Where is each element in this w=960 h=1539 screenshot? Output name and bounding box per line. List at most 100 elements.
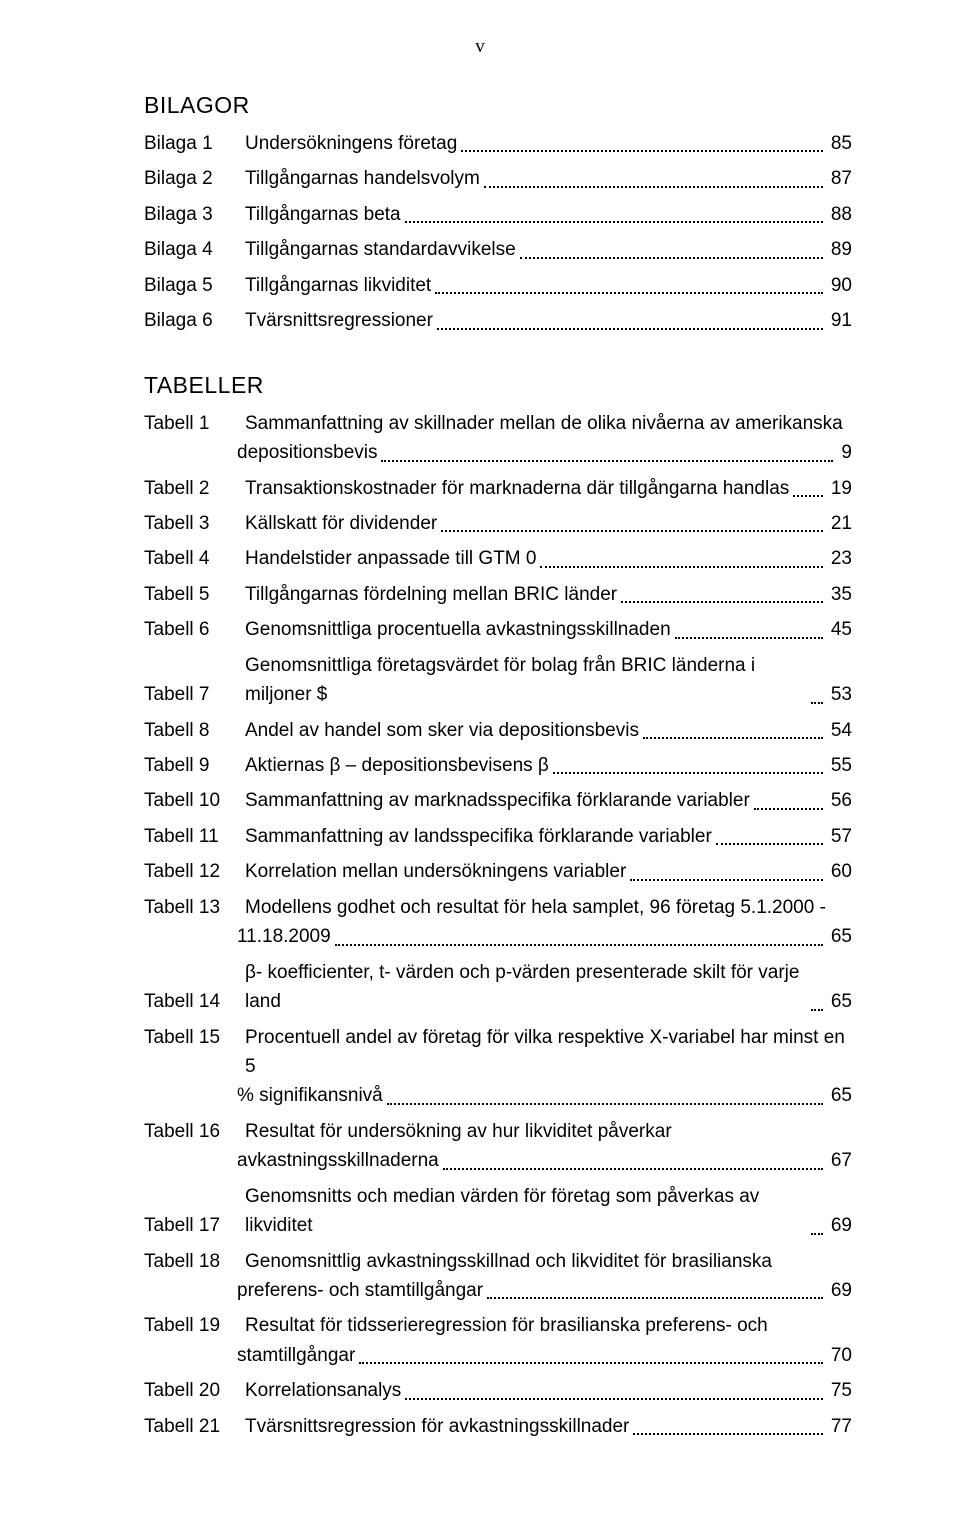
toc-label: Bilaga 1 — [144, 129, 245, 158]
toc-page-number: 35 — [827, 580, 852, 609]
toc-row: Tabell 10Sammanfattning av marknadsspeci… — [144, 786, 852, 815]
toc-title-line1: Modellens godhet och resultat för hela s… — [245, 893, 826, 922]
toc-row: Bilaga 6Tvärsnittsregressioner91 — [144, 306, 852, 335]
toc-page-number: 89 — [827, 235, 852, 264]
toc-page-number: 60 — [827, 857, 852, 886]
toc-label: Tabell 14 — [144, 987, 245, 1016]
toc-leader-dots — [553, 772, 823, 774]
toc-title-line2: depositionsbevis — [237, 438, 377, 467]
toc-page-number: 69 — [827, 1211, 852, 1240]
toc-row: Bilaga 4Tillgångarnas standardavvikelse 8… — [144, 235, 852, 264]
toc-label: Bilaga 4 — [144, 235, 245, 264]
toc-row: Tabell 12Korrelation mellan undersökning… — [144, 857, 852, 886]
toc-page-number: 53 — [827, 680, 852, 709]
toc-row: Tabell 1Sammanfattning av skillnader mel… — [144, 409, 852, 468]
toc-leader-dots — [437, 328, 823, 330]
toc-title: Genomsnittliga företagsvärdet för bolag … — [245, 651, 807, 710]
toc-label: Tabell 2 — [144, 474, 245, 503]
toc-page-number: 88 — [827, 200, 852, 229]
toc-title-line2: % signifikansnivå — [237, 1081, 383, 1110]
toc-title-line2: 11.18.2009 — [237, 922, 331, 951]
toc-label: Bilaga 6 — [144, 306, 245, 335]
toc-label: Tabell 9 — [144, 751, 245, 780]
toc-title-line1: Resultat för undersökning av hur likvidi… — [245, 1117, 672, 1146]
toc-row: Tabell 18Genomsnittlig avkastningsskilln… — [144, 1247, 852, 1306]
toc-label: Tabell 10 — [144, 786, 245, 815]
toc-page-number: 9 — [837, 438, 852, 467]
toc-leader-dots — [633, 1433, 822, 1435]
toc-title: Korrelation mellan undersökningens varia… — [245, 857, 626, 886]
toc-row: Tabell 15Procentuell andel av företag fö… — [144, 1023, 852, 1111]
toc-leader-dots — [811, 1009, 823, 1011]
toc-leader-dots — [484, 186, 823, 188]
toc-leader-dots — [359, 1362, 823, 1364]
bilagor-heading: BILAGOR — [144, 92, 852, 119]
toc-row: Tabell 13Modellens godhet och resultat f… — [144, 893, 852, 952]
toc-title: Tillgångarnas beta — [245, 200, 401, 229]
toc-page-number: 19 — [827, 474, 852, 503]
toc-page-number: 54 — [827, 716, 852, 745]
toc-title: Undersökningens företag — [245, 129, 457, 158]
toc-leader-dots — [520, 257, 823, 259]
toc-page-number: 77 — [827, 1412, 852, 1441]
toc-leader-dots — [461, 150, 823, 152]
toc-leader-dots — [405, 1398, 823, 1400]
toc-label: Tabell 21 — [144, 1412, 245, 1441]
toc-leader-dots — [643, 737, 823, 739]
toc-label: Tabell 11 — [144, 822, 245, 851]
toc-label: Bilaga 3 — [144, 200, 245, 229]
tabeller-list: Tabell 1Sammanfattning av skillnader mel… — [144, 409, 852, 1442]
toc-row: Tabell 11Sammanfattning av landsspecifik… — [144, 822, 852, 851]
toc-page-number: 85 — [827, 129, 852, 158]
toc-title: β- koefficienter, t- värden och p-värden… — [245, 958, 807, 1017]
toc-page-number: 70 — [827, 1341, 852, 1370]
toc-page-number: 87 — [827, 164, 852, 193]
toc-page-number: 57 — [827, 822, 852, 851]
toc-row: Tabell 8Andel av handel som sker via dep… — [144, 716, 852, 745]
toc-row: Tabell 9Aktiernas β – depositionsbevisen… — [144, 751, 852, 780]
toc-title: Transaktionskostnader för marknaderna dä… — [245, 474, 789, 503]
toc-title: Tvärsnittsregression för avkastningsskil… — [245, 1412, 629, 1441]
toc-label: Tabell 3 — [144, 509, 245, 538]
toc-title: Tvärsnittsregressioner — [245, 306, 433, 335]
toc-page-number: 65 — [827, 1081, 852, 1110]
toc-leader-dots — [811, 1233, 823, 1235]
toc-title: Källskatt för dividender — [245, 509, 437, 538]
toc-leader-dots — [405, 221, 823, 223]
toc-page-number: 55 — [827, 751, 852, 780]
toc-label: Tabell 15 — [144, 1023, 245, 1082]
toc-title: Aktiernas β – depositionsbevisens β — [245, 751, 549, 780]
toc-row: Tabell 16Resultat för undersökning av hu… — [144, 1117, 852, 1176]
toc-page-number: 65 — [827, 987, 852, 1016]
toc-leader-dots — [716, 843, 823, 845]
toc-label: Tabell 4 — [144, 544, 245, 573]
toc-row: Tabell 4Handelstider anpassade till GTM … — [144, 544, 852, 573]
toc-title: Tillgångarnas standardavvikelse — [245, 235, 516, 264]
toc-title: Korrelationsanalys — [245, 1376, 401, 1405]
toc-title: Genomsnittliga procentuella avkastningss… — [245, 615, 671, 644]
toc-row: Tabell 6Genomsnittliga procentuella avka… — [144, 615, 852, 644]
toc-leader-dots — [435, 292, 823, 294]
toc-page-number: 23 — [827, 544, 852, 573]
toc-title: Tillgångarnas likviditet — [245, 271, 431, 300]
toc-row: Tabell 14β- koefficienter, t- värden och… — [144, 958, 852, 1017]
toc-label: Tabell 20 — [144, 1376, 245, 1405]
toc-title-line2: avkastningsskillnaderna — [237, 1146, 439, 1175]
toc-page-number: 75 — [827, 1376, 852, 1405]
toc-label: Tabell 18 — [144, 1247, 245, 1276]
toc-page-number: 67 — [827, 1146, 852, 1175]
toc-row: Bilaga 1Undersökningens företag 85 — [144, 129, 852, 158]
toc-label: Tabell 6 — [144, 615, 245, 644]
toc-title-line1: Genomsnittlig avkastningsskillnad och li… — [245, 1247, 772, 1276]
toc-row: Tabell 2Transaktionskostnader för markna… — [144, 474, 852, 503]
toc-title: Andel av handel som sker via depositions… — [245, 716, 639, 745]
toc-leader-dots — [675, 637, 823, 639]
toc-row: Tabell 20Korrelationsanalys 75 — [144, 1376, 852, 1405]
toc-title: Handelstider anpassade till GTM 0 — [245, 544, 536, 573]
toc-leader-dots — [381, 460, 833, 462]
toc-row: Tabell 19Resultat för tidsserieregressio… — [144, 1311, 852, 1370]
toc-row: Tabell 3Källskatt för dividender21 — [144, 509, 852, 538]
toc-title: Sammanfattning av marknadsspecifika förk… — [245, 786, 750, 815]
toc-title: Tillgångarnas fördelning mellan BRIC län… — [245, 580, 617, 609]
toc-row: Bilaga 2Tillgångarnas handelsvolym87 — [144, 164, 852, 193]
